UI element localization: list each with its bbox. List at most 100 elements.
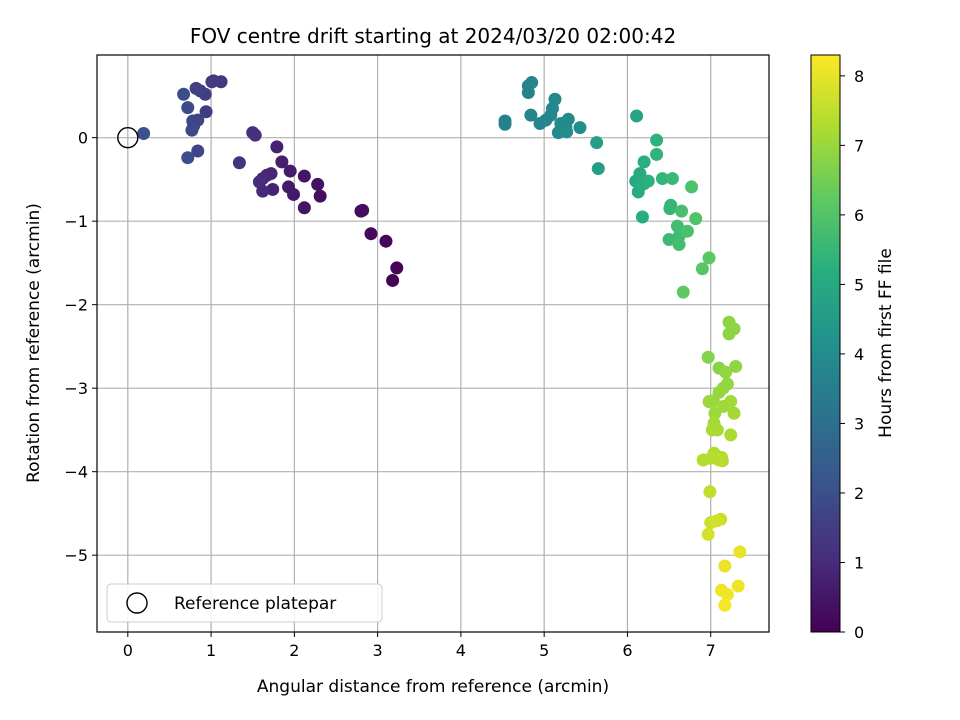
data-point	[724, 428, 738, 442]
data-point	[664, 198, 678, 212]
data-point	[548, 92, 562, 106]
data-point	[650, 133, 664, 147]
data-point	[573, 121, 587, 135]
y-tick-label: −5	[64, 546, 88, 565]
data-point	[364, 227, 378, 241]
data-point	[670, 219, 684, 233]
x-tick-label: 0	[123, 641, 133, 660]
data-point	[676, 285, 690, 299]
colorbar-ticks: 0 1 2 3 4 5 6 7 8	[840, 67, 864, 642]
data-point	[665, 172, 679, 186]
data-point	[311, 177, 325, 191]
colorbar: 0 1 2 3 4 5 6 7 8 Hours from first FF file	[810, 54, 896, 642]
data-point	[297, 201, 311, 215]
data-point	[724, 395, 738, 409]
x-tick-label: 6	[622, 641, 632, 660]
data-point	[701, 350, 715, 364]
legend: Reference platepar	[106, 583, 383, 623]
data-point	[185, 123, 199, 137]
data-point	[275, 155, 289, 169]
data-point	[702, 395, 716, 409]
data-point	[246, 126, 260, 140]
data-point	[590, 136, 604, 150]
x-tick-label: 2	[289, 641, 299, 660]
data-point	[390, 261, 404, 275]
colorbar-gradient	[810, 54, 841, 633]
data-point	[252, 175, 266, 189]
data-point	[177, 87, 191, 101]
data-point	[232, 156, 246, 170]
reference-platepar-marker	[117, 126, 139, 149]
data-point	[191, 144, 205, 158]
data-point	[641, 174, 655, 188]
legend-box	[106, 583, 383, 623]
y-tick-label: −4	[64, 463, 88, 482]
data-point	[591, 162, 605, 176]
reference-marker-layer	[117, 126, 139, 149]
data-point	[727, 406, 741, 420]
data-point	[733, 545, 747, 559]
data-point	[199, 105, 213, 119]
data-point	[720, 587, 734, 601]
colorbar-label: Hours from first FF file	[876, 248, 896, 438]
colorbar-tick-label: 6	[854, 206, 864, 225]
data-point	[282, 180, 296, 194]
data-point	[729, 359, 743, 373]
x-tick-label: 5	[539, 641, 549, 660]
x-tick-label: 3	[373, 641, 383, 660]
data-point	[695, 262, 709, 276]
legend-label: Reference platepar	[174, 594, 336, 614]
data-point	[525, 76, 539, 90]
data-point	[379, 234, 393, 248]
colorbar-tick-label: 2	[854, 484, 864, 503]
data-point	[672, 238, 686, 252]
data-point	[712, 453, 726, 467]
data-point	[524, 108, 538, 122]
y-tick-label: 0	[78, 129, 88, 148]
colorbar-tick-label: 1	[854, 553, 864, 572]
data-point	[703, 485, 717, 499]
x-axis-label: Angular distance from reference (arcmin)	[257, 677, 609, 697]
data-point	[266, 182, 280, 196]
data-point	[637, 155, 651, 169]
data-point	[705, 423, 719, 437]
data-point	[731, 579, 745, 593]
data-point	[205, 75, 219, 89]
data-point	[386, 273, 400, 287]
y-tick-label: −2	[64, 296, 88, 315]
chart-title: FOV centre drift starting at 2024/03/20 …	[190, 24, 676, 48]
y-axis-ticks: 0 −1 −2 −3 −4 −5	[64, 129, 97, 565]
data-point	[718, 559, 732, 573]
data-point	[635, 210, 649, 224]
scatter-points	[137, 74, 747, 612]
colorbar-tick-label: 5	[854, 275, 864, 294]
data-point	[702, 251, 716, 265]
data-point	[719, 365, 733, 379]
data-point	[181, 101, 195, 115]
data-point	[313, 189, 327, 203]
data-point	[701, 527, 715, 541]
x-tick-label: 4	[456, 641, 466, 660]
data-point	[181, 151, 195, 165]
plot-frame	[96, 54, 770, 633]
data-point	[283, 164, 297, 178]
data-point	[662, 233, 676, 247]
data-point	[630, 109, 644, 123]
data-point	[137, 126, 151, 140]
data-point	[689, 212, 703, 226]
data-point	[680, 224, 694, 238]
data-point	[561, 112, 575, 126]
data-point	[633, 167, 647, 181]
data-point	[685, 180, 699, 194]
colorbar-tick-label: 4	[854, 345, 864, 364]
data-point	[354, 204, 368, 218]
data-point	[560, 125, 574, 139]
data-point	[189, 81, 203, 95]
data-point	[655, 172, 669, 186]
colorbar-tick-label: 0	[854, 623, 864, 642]
data-point	[727, 322, 741, 336]
data-point	[297, 169, 311, 183]
data-point	[675, 204, 689, 218]
